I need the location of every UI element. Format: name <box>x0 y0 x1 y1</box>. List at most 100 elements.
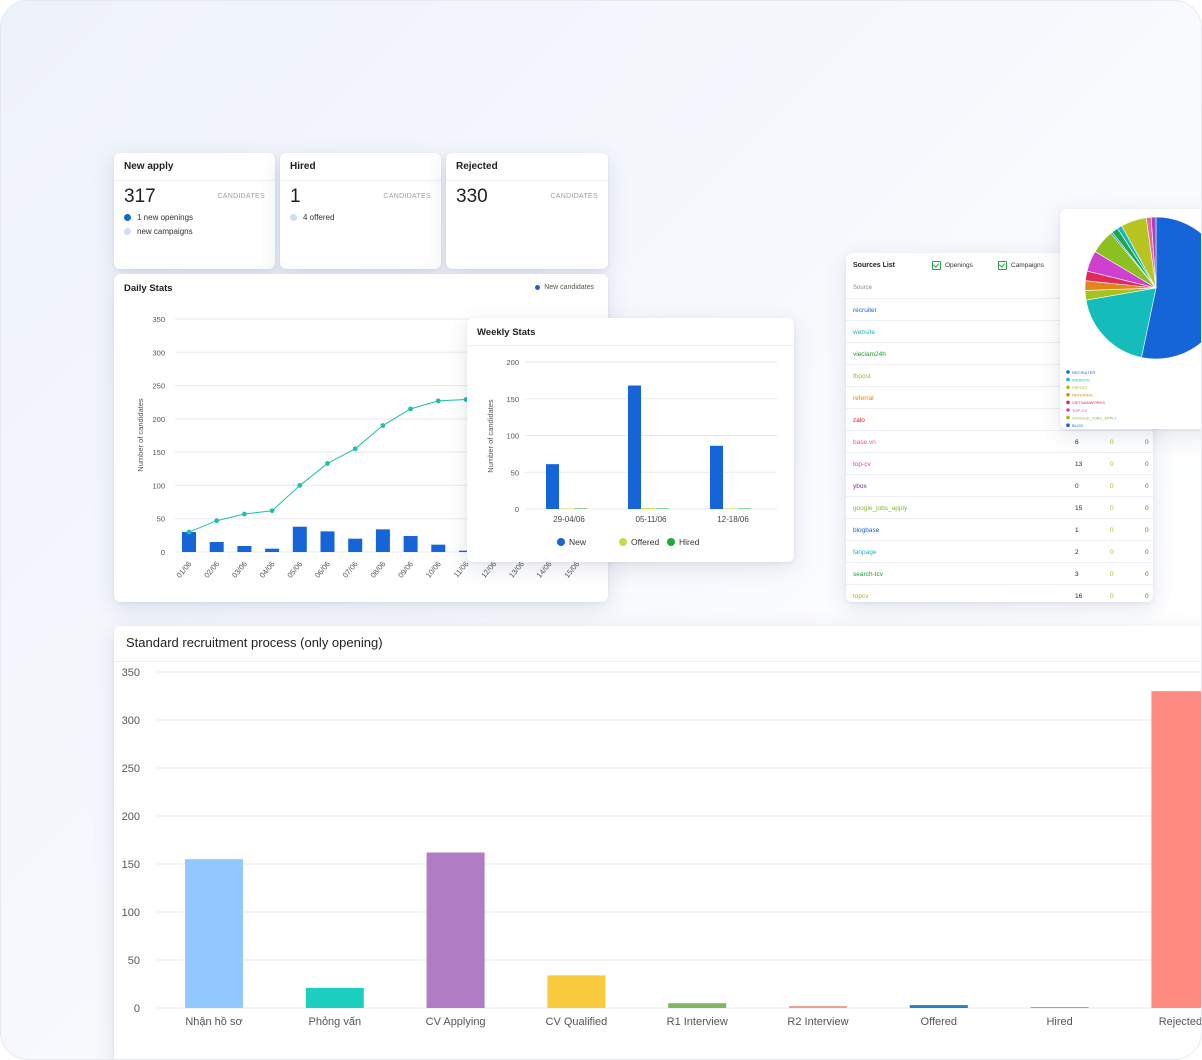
daily-bar <box>292 526 307 552</box>
source-name[interactable]: topcv <box>853 593 869 600</box>
x-tick-label: 01/06 <box>175 560 194 580</box>
legend-dot <box>667 538 675 546</box>
source-name[interactable]: vieclam24h <box>853 351 886 358</box>
legend-label: BLOG <box>1072 423 1083 428</box>
source-name[interactable]: base.vn <box>853 439 876 446</box>
x-tick-label: R2 Interview <box>787 1016 848 1028</box>
source-row[interactable]: top-cv 13 0 0 <box>846 452 1153 475</box>
x-tick-label: Rejected <box>1159 1016 1202 1028</box>
source-name[interactable]: recruiter <box>853 307 877 314</box>
process-title: Standard recruitment process (only openi… <box>126 635 383 650</box>
source-name[interactable]: referral <box>853 395 874 402</box>
source-count: 0 <box>1145 571 1149 578</box>
source-name[interactable]: website <box>853 329 876 336</box>
new-apply-card[interactable]: New apply 317 CANDIDATES 1 new openings … <box>114 153 275 269</box>
source-row[interactable]: referral <box>846 386 1153 409</box>
x-tick-label: 08/06 <box>368 560 387 580</box>
y-tick-label: 0 <box>134 1003 140 1015</box>
source-row[interactable]: base.vn 6 0 0 <box>846 430 1153 453</box>
legend-label: VIETNAMWORKS <box>1072 400 1105 405</box>
stat-detail-text: new campaigns <box>137 227 193 236</box>
stat-unit: CANDIDATES <box>217 193 265 200</box>
stat-title: New apply <box>124 161 174 172</box>
y-tick-label: 200 <box>152 415 165 424</box>
stat-detail-text: 1 new openings <box>137 213 194 222</box>
legend-dot <box>1066 385 1070 389</box>
process-bar <box>1151 691 1201 1008</box>
divider <box>446 180 608 181</box>
campaigns-checkbox[interactable]: Campaigns <box>998 261 1044 270</box>
process-bar <box>305 987 364 1008</box>
legend-label: Hired <box>679 537 700 547</box>
legend-label: REFERRAL <box>1072 393 1094 398</box>
legend-label: GOOGLE_JOBS_APPLY <box>1072 415 1117 420</box>
divider <box>280 180 441 181</box>
y-tick-label: 350 <box>122 667 140 679</box>
source-name[interactable]: zalo <box>853 417 865 424</box>
y-tick-label: 50 <box>511 468 519 477</box>
source-name[interactable]: google_jobs_apply <box>853 505 908 512</box>
source-count: 0 <box>1145 549 1149 556</box>
source-count: 0 <box>1145 527 1149 534</box>
weekly-bar <box>574 508 587 509</box>
source-row[interactable]: fbpost <box>846 364 1153 387</box>
y-tick-label: 350 <box>152 315 165 324</box>
x-tick-label: CV Applying <box>426 1016 486 1028</box>
recruitment-process-card: Standard recruitment process (only openi… <box>114 626 1202 1059</box>
openings-checkbox[interactable]: Openings <box>932 261 973 270</box>
rejected-card[interactable]: Rejected 330 CANDIDATES <box>446 153 608 269</box>
divider <box>114 180 275 181</box>
y-tick-label: 150 <box>506 395 519 404</box>
daily-bar <box>320 531 335 552</box>
legend-dot <box>557 538 565 546</box>
legend-label: New <box>569 537 587 547</box>
source-name[interactable]: ybox <box>853 483 867 490</box>
process-chart: 0 50 100 150 200 250 300 350 Nhận hồ sơ Phỏng vấn… <box>122 667 1202 1028</box>
source-count: 0 <box>1110 593 1114 600</box>
x-tick-label: 12-18/06 <box>717 515 749 524</box>
process-bar <box>789 1006 847 1008</box>
stat-title: Hired <box>290 161 316 172</box>
source-name[interactable]: fbpost <box>853 373 871 380</box>
source-name[interactable]: fanpage <box>853 549 877 556</box>
y-tick-label: 200 <box>122 811 140 823</box>
x-tick-label: 02/06 <box>202 560 221 580</box>
daily-bar <box>209 542 224 552</box>
source-row[interactable]: zalo <box>846 408 1153 431</box>
process-bar <box>1030 1007 1089 1008</box>
source-row[interactable]: vieclam24h <box>846 342 1153 365</box>
source-row[interactable]: search-tcv 3 0 0 <box>846 562 1153 585</box>
source-row[interactable]: blogbase 1 0 0 <box>846 518 1153 541</box>
y-tick-label: 250 <box>122 763 140 775</box>
source-name[interactable]: top-cv <box>853 461 871 468</box>
source-name[interactable]: search-tcv <box>853 571 883 578</box>
source-row[interactable]: website <box>846 320 1153 343</box>
source-count: 15 <box>1075 505 1083 512</box>
process-bar <box>909 1005 968 1008</box>
daily-stats-title: Daily Stats <box>124 283 173 294</box>
source-row[interactable]: ybox 0 0 0 <box>846 474 1153 497</box>
x-tick-label: 06/06 <box>313 560 332 580</box>
source-row[interactable]: recruiter <box>846 298 1153 321</box>
source-row[interactable]: fanpage 2 0 0 <box>846 540 1153 563</box>
source-row[interactable]: google_jobs_apply 15 0 0 <box>846 496 1153 519</box>
line-point <box>435 398 441 404</box>
hired-card[interactable]: Hired 1 CANDIDATES 4 offered <box>280 153 441 269</box>
source-name[interactable]: blogbase <box>853 527 880 534</box>
y-tick-label: 50 <box>157 515 165 524</box>
source-count: 0 <box>1145 461 1149 468</box>
x-tick-label: 04/06 <box>258 560 277 580</box>
stat-value: 317 <box>124 186 156 207</box>
line-point <box>352 446 358 452</box>
checkbox-icon <box>932 261 941 270</box>
source-count: 2 <box>1075 549 1079 556</box>
daily-chart: 0 50 100 150 200 250 300 350 Number of candidate… <box>136 315 588 580</box>
source-row[interactable]: topcv 16 0 0 <box>846 584 1153 602</box>
y-tick-label: 100 <box>506 432 519 441</box>
source-count: 0 <box>1110 505 1114 512</box>
source-count: 3 <box>1075 571 1079 578</box>
y-tick-label: 300 <box>152 348 165 357</box>
legend-dot <box>1066 377 1070 382</box>
x-tick-label: Offered <box>921 1016 958 1028</box>
